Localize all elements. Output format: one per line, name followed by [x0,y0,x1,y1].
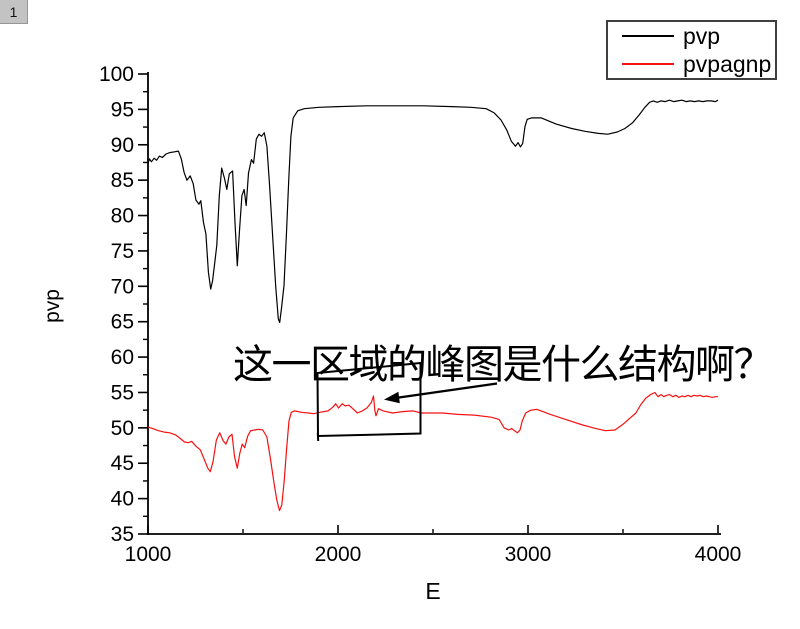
y-tick-label: 75 [111,240,134,263]
legend-line-swatch [622,63,674,65]
series-line-pvp [147,99,719,323]
y-tick-label: 40 [111,488,134,511]
legend-line-swatch [622,35,674,37]
y-tick-label: 95 [111,98,134,121]
legend: pvp pvpagnp [606,20,777,80]
legend-item-pvpagnp: pvpagnp [622,50,775,77]
y-tick-label: 55 [111,381,134,404]
page-number-label: 1 [9,3,18,20]
annotation-text: 这一区域的峰图是什么结构啊？ [233,342,774,387]
legend-label: pvp [683,22,721,49]
series-line-pvpagnp [147,391,718,512]
x-tick-label: 2000 [315,543,362,566]
y-tick-label: 45 [111,452,134,475]
y-tick-label: 70 [111,275,134,298]
page-number-badge[interactable]: 1 [0,0,28,24]
y-axis-title: pvp [41,289,64,323]
annotation-box [316,361,422,442]
annotation-arrow [384,382,498,404]
x-tick-label: 1000 [125,543,172,566]
y-tick-label: 90 [111,134,134,157]
x-tick-label: 4000 [695,543,742,566]
y-tick-label: 50 [111,417,134,440]
y-tick-label: 80 [111,205,134,228]
x-axis-title: E [425,578,441,604]
y-tick-label: 35 [111,523,134,546]
y-tick-label: 60 [111,346,134,369]
legend-label: pvpagnp [683,50,772,77]
y-tick-label: 100 [99,63,134,86]
legend-item-pvp: pvp [622,22,775,49]
series-layer [147,99,719,512]
x-tick-label: 3000 [505,543,552,566]
y-tick-label: 85 [111,169,134,192]
y-tick-label: 65 [111,311,134,334]
